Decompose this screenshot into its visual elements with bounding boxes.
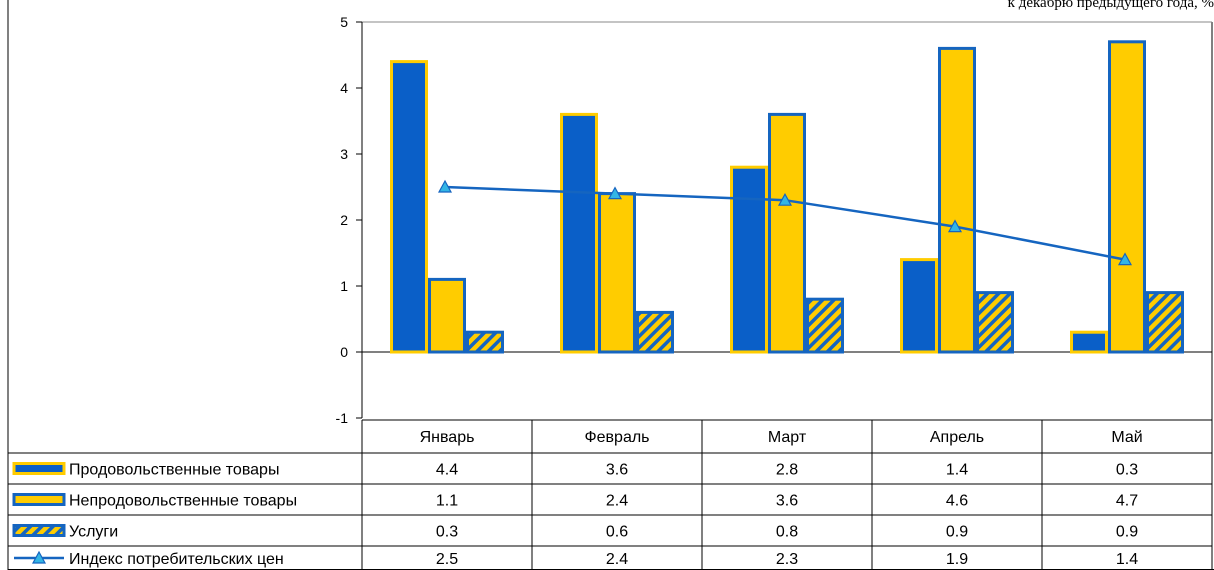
y-tick-label: 4 [340, 80, 348, 96]
y-tick-label: 2 [340, 212, 348, 228]
table-value-3-3: 0.8 [776, 524, 798, 541]
category-label-4: Апрель [930, 429, 984, 446]
cpi-marker-4 [947, 219, 963, 233]
bar-2-1 [428, 277, 466, 354]
y-tick-label: 5 [340, 14, 348, 30]
table-value-3-4: 0.9 [946, 524, 968, 541]
legend-label-1: Продовольственные товары [69, 462, 279, 479]
cpi-marker-3 [777, 192, 793, 206]
bar-2-2 [598, 192, 636, 354]
bar-1-2 [560, 112, 598, 354]
legend-key-3 [12, 524, 66, 537]
table-value-4-5: 1.4 [1116, 551, 1138, 568]
table-value-1-2: 3.6 [606, 462, 628, 479]
bar-3-5 [1146, 291, 1184, 354]
y-axis: -1 0 1 2 3 4 5 [336, 14, 363, 426]
category-label-2: Февраль [584, 429, 649, 446]
table-value-1-3: 2.8 [776, 462, 798, 479]
bar-3-4 [976, 291, 1014, 354]
category-label-5: Май [1111, 429, 1142, 446]
bar-1-5 [1070, 330, 1108, 354]
data-table: Январь Февраль Март Апрель Май Продовольствен… [8, 419, 1213, 570]
legend-key-marker [31, 550, 47, 564]
table-value-4-1: 2.5 [436, 551, 458, 568]
y-tick-label: 3 [340, 146, 348, 162]
bar-1-3 [730, 165, 768, 354]
bar-1-4 [900, 258, 938, 354]
table-value-1-4: 1.4 [946, 462, 968, 479]
table-value-2-3: 3.6 [776, 493, 798, 510]
category-label-1: Январь [420, 429, 475, 446]
cpi-marker-1 [437, 179, 453, 193]
legend-key-2 [12, 493, 66, 506]
bar-3-1 [466, 330, 504, 354]
bar-2-4 [938, 46, 976, 354]
table-value-3-1: 0.3 [436, 524, 458, 541]
table-value-4-4: 1.9 [946, 551, 968, 568]
table-value-1-5: 0.3 [1116, 462, 1138, 479]
chart-note: к декабрю предыдущего года, % [1008, 0, 1214, 11]
y-tick-label: 0 [340, 344, 348, 360]
table-value-3-5: 0.9 [1116, 524, 1138, 541]
legend-key-1 [12, 462, 66, 475]
bar-3-3 [806, 297, 844, 354]
legend-label-3: Услуги [69, 524, 118, 541]
y-tick-label: 1 [340, 278, 348, 294]
legend-label-2: Непродовольственные товары [69, 493, 297, 510]
cpi-marker-5 [1117, 252, 1133, 266]
table-value-2-4: 4.6 [946, 493, 968, 510]
table-value-4-2: 2.4 [606, 551, 628, 568]
table-value-2-5: 4.7 [1116, 493, 1138, 510]
cpi-marker-2 [607, 186, 623, 200]
y-tick-label: -1 [336, 410, 349, 426]
table-value-2-1: 1.1 [436, 493, 458, 510]
table-value-4-3: 2.3 [776, 551, 798, 568]
table-value-2-2: 2.4 [606, 493, 628, 510]
category-label-3: Март [768, 429, 807, 446]
bar-1-1 [390, 60, 428, 354]
bar-2-3 [768, 112, 806, 354]
bar-3-2 [636, 310, 674, 354]
table-value-1-1: 4.4 [436, 462, 458, 479]
cpi-line [437, 179, 1133, 266]
bar-2-5 [1108, 40, 1146, 354]
table-value-3-2: 0.6 [606, 524, 628, 541]
legend-label-4: Индекс потребительских цен [69, 551, 284, 568]
